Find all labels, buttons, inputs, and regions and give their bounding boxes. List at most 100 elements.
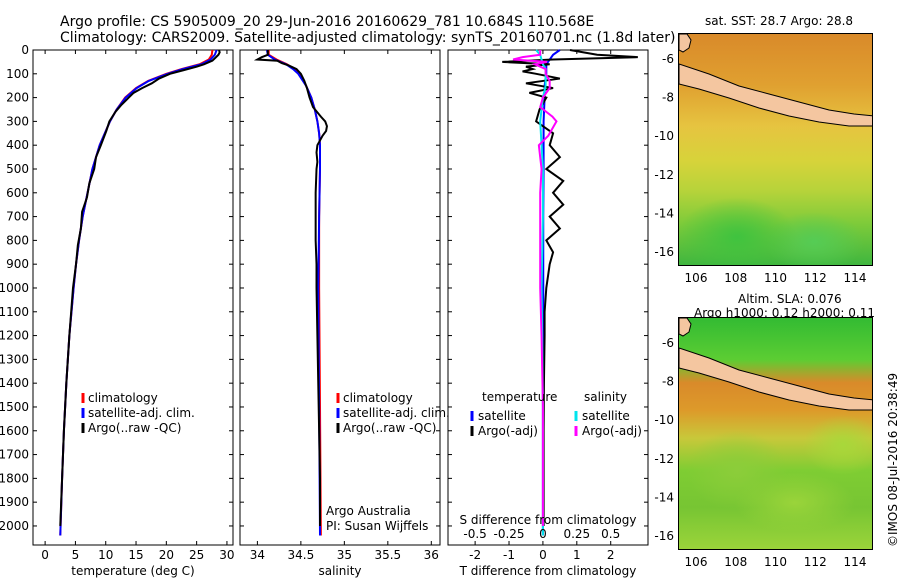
annotation-text: PI: Susan Wijffels xyxy=(326,519,428,533)
x-tick-label: -2 xyxy=(469,548,481,562)
legend-label: climatology xyxy=(343,391,413,405)
figure-title-line2: Climatology: CARS2009. Satellite-adjuste… xyxy=(60,30,676,46)
map-lat-label: -16 xyxy=(654,245,674,259)
depth-tick-label: 900 xyxy=(6,257,29,271)
map-lon-label: 110 xyxy=(764,555,787,569)
depth-tick-label: 1200 xyxy=(0,329,29,343)
legend-label: satellite xyxy=(478,409,526,423)
legend-label: Argo(-adj) xyxy=(478,424,538,438)
salinity-tick-label: 0.5 xyxy=(601,527,620,541)
map-lat-label: -8 xyxy=(662,91,674,105)
legend-heading-salinity: salinity xyxy=(584,390,627,404)
map-lon-label: 114 xyxy=(844,271,867,285)
map-lon-label: 112 xyxy=(804,555,827,569)
legend-label: satellite xyxy=(582,409,630,423)
sla-map-land xyxy=(679,318,872,411)
x-tick-label: 34.5 xyxy=(288,548,315,562)
map-lon-label: 112 xyxy=(804,271,827,285)
x-tick-label: 36 xyxy=(424,548,439,562)
x-axis-label: temperature (deg C) xyxy=(71,564,194,578)
series-line-2 xyxy=(253,50,328,526)
depth-tick-label: 1500 xyxy=(0,400,29,414)
series-line-1 xyxy=(265,49,321,536)
figure-title-line1: Argo profile: CS 5905009_20 29-Jun-2016 … xyxy=(60,14,595,30)
x-tick-label: 25 xyxy=(189,548,204,562)
map-lon-label: 106 xyxy=(685,555,708,569)
depth-tick-label: 1600 xyxy=(0,424,29,438)
depth-tick-label: 1700 xyxy=(0,448,29,462)
x-tick-label: 34 xyxy=(250,548,265,562)
java-coast xyxy=(679,63,872,127)
depth-tick-label: 1000 xyxy=(0,281,29,295)
x-tick-label: 30 xyxy=(219,548,234,562)
sst-map-land xyxy=(679,34,872,127)
depth-tick-label: 1300 xyxy=(0,352,29,366)
panel-frame xyxy=(32,49,234,546)
x-tick-label: 10 xyxy=(98,548,113,562)
series-line-1 xyxy=(502,49,638,526)
map-lat-label: -6 xyxy=(662,336,674,350)
timestamp: ©IMOS 08-Jul-2016 20:38:49 xyxy=(886,372,900,547)
series-line-2 xyxy=(59,49,221,526)
legend-heading-temperature: temperature xyxy=(482,390,557,404)
map-lon-label: 108 xyxy=(724,555,747,569)
sst-map-label: sat. SST: 28.7 Argo: 28.8 xyxy=(705,14,854,28)
map-lat-label: -8 xyxy=(662,375,674,389)
series-line-0 xyxy=(267,50,322,536)
sla-map xyxy=(678,317,873,550)
borneo-coast xyxy=(679,318,692,337)
x-tick-label: 35 xyxy=(337,548,352,562)
salinity-tick-label: 0 xyxy=(539,527,547,541)
x-tick-label: 5 xyxy=(72,548,80,562)
depth-tick-label: 2000 xyxy=(0,519,29,533)
legend-label: satellite-adj. clim. xyxy=(343,406,450,420)
legend-label: Argo(..raw -QC) xyxy=(88,421,181,435)
legend-label: satellite-adj. clim. xyxy=(88,406,195,420)
salinity-axis-label: S difference from climatology xyxy=(460,513,637,527)
x-tick-label: 15 xyxy=(128,548,143,562)
depth-tick-label: 400 xyxy=(6,138,29,152)
map-lat-label: -10 xyxy=(654,129,674,143)
depth-tick-label: 600 xyxy=(6,186,29,200)
depth-tick-label: 1100 xyxy=(0,305,29,319)
x-tick-label: 35.5 xyxy=(374,548,401,562)
dynamic-height-label: Argo h1000: 0.12 h2000: 0.11 xyxy=(694,306,875,320)
map-lon-label: 108 xyxy=(724,271,747,285)
series-line-0 xyxy=(59,49,214,536)
depth-tick-label: 1400 xyxy=(0,376,29,390)
map-lon-label: 106 xyxy=(685,271,708,285)
map-lat-label: -12 xyxy=(654,452,674,466)
map-lat-label: -12 xyxy=(654,168,674,182)
depth-tick-label: 1900 xyxy=(0,495,29,509)
depth-tick-label: 800 xyxy=(6,233,29,247)
depth-tick-label: 200 xyxy=(6,91,29,105)
borneo-coast xyxy=(679,34,692,53)
depth-tick-label: 1800 xyxy=(0,471,29,485)
series-line-3 xyxy=(512,50,558,526)
x-tick-label: 0 xyxy=(539,548,547,562)
depth-tick-label: 100 xyxy=(6,67,29,81)
legend-label: Argo(..raw -QC) xyxy=(343,421,436,435)
x-tick-label: -1 xyxy=(503,548,515,562)
map-lat-label: -6 xyxy=(662,52,674,66)
panel-frame xyxy=(239,49,441,546)
x-tick-label: 1 xyxy=(573,548,581,562)
x-tick-label: 20 xyxy=(159,548,174,562)
sst-map xyxy=(678,33,873,266)
panel-frame xyxy=(447,49,649,546)
salinity-tick-label: 0.25 xyxy=(563,527,590,541)
map-lat-label: -14 xyxy=(654,206,674,220)
sla-map-label: Altim. SLA: 0.076 xyxy=(738,292,842,306)
map-lat-label: -16 xyxy=(654,529,674,543)
x-tick-label: 2 xyxy=(607,548,615,562)
depth-tick-label: 700 xyxy=(6,210,29,224)
depth-tick-label: 0 xyxy=(21,43,29,57)
x-axis-label: salinity xyxy=(318,564,361,578)
annotation-text: Argo Australia xyxy=(326,504,411,518)
depth-tick-label: 300 xyxy=(6,114,29,128)
java-coast xyxy=(679,347,872,411)
map-lon-label: 114 xyxy=(844,555,867,569)
legend-label: Argo(-adj) xyxy=(582,424,642,438)
x-axis-label: T difference from climatology xyxy=(459,564,637,578)
